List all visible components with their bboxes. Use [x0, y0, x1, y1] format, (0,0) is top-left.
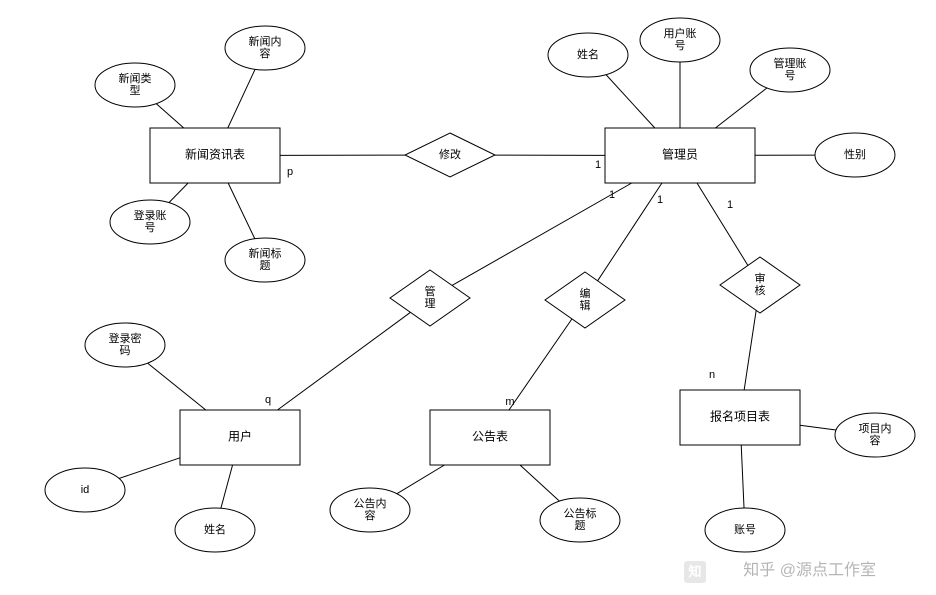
edge	[741, 445, 744, 508]
svg-text:题: 题	[260, 259, 271, 272]
svg-text:管理账: 管理账	[774, 56, 807, 70]
er-diagram: 修改管理编辑审核新闻资讯表管理员用户公告表报名项目表新闻类型新闻内容登录账号新闻…	[0, 0, 936, 595]
svg-text:登录密: 登录密	[109, 331, 142, 345]
cardinality-label: q	[265, 394, 271, 406]
cardinality-label: n	[709, 369, 715, 381]
svg-text:容: 容	[260, 46, 271, 60]
svg-text:新闻资讯表: 新闻资讯表	[185, 147, 245, 162]
cardinality-label: 1	[657, 194, 663, 206]
svg-text:号: 号	[785, 69, 796, 82]
svg-text:性别: 性别	[844, 147, 866, 161]
edge	[598, 183, 662, 281]
svg-text:管理员: 管理员	[662, 147, 698, 162]
edge	[169, 183, 188, 203]
edge	[156, 104, 184, 128]
svg-text:账号: 账号	[734, 523, 756, 536]
svg-text:辑: 辑	[580, 298, 591, 312]
cardinality-label: m	[505, 396, 514, 408]
cardinality-label: p	[287, 166, 293, 178]
svg-text:号: 号	[145, 221, 156, 234]
svg-text:项目内: 项目内	[859, 421, 892, 435]
edge	[606, 75, 655, 128]
svg-text:管: 管	[425, 284, 436, 298]
edge	[715, 88, 767, 128]
edge	[277, 312, 410, 410]
svg-text:公告标: 公告标	[564, 506, 597, 520]
svg-text:容: 容	[365, 508, 376, 522]
svg-text:id: id	[81, 484, 90, 496]
svg-text:题: 题	[575, 519, 586, 532]
svg-text:号: 号	[675, 39, 686, 52]
svg-text:核: 核	[755, 283, 766, 297]
edge	[148, 363, 206, 410]
svg-text:用户账: 用户账	[664, 26, 697, 40]
cardinality-label: 1	[595, 159, 601, 171]
svg-text:理: 理	[425, 297, 436, 310]
svg-text:新闻内: 新闻内	[249, 34, 282, 48]
svg-text:姓名: 姓名	[577, 47, 599, 61]
svg-text:型: 型	[130, 83, 141, 97]
edge	[221, 465, 233, 508]
svg-text:审: 审	[755, 271, 766, 285]
edge	[119, 458, 180, 479]
edge	[520, 465, 559, 501]
svg-text:修改: 修改	[439, 147, 461, 161]
svg-text:报名项目表: 报名项目表	[710, 409, 770, 424]
edge	[744, 310, 756, 390]
svg-text:用户: 用户	[228, 429, 252, 444]
svg-text:码: 码	[120, 344, 131, 357]
edge	[509, 319, 572, 410]
svg-text:容: 容	[870, 433, 881, 447]
cardinality-label: 1	[609, 189, 615, 201]
svg-text:公告内: 公告内	[354, 496, 387, 510]
svg-text:新闻标: 新闻标	[249, 246, 282, 260]
edge	[228, 69, 255, 128]
svg-text:姓名: 姓名	[204, 522, 226, 536]
svg-text:新闻类: 新闻类	[119, 71, 152, 85]
cardinality-label: 1	[727, 199, 733, 211]
edge	[697, 183, 748, 265]
edge	[228, 183, 255, 239]
svg-text:编: 编	[580, 286, 591, 300]
edge	[397, 465, 445, 494]
svg-text:公告表: 公告表	[472, 430, 508, 444]
edge	[800, 425, 836, 430]
svg-text:登录账: 登录账	[134, 208, 167, 222]
